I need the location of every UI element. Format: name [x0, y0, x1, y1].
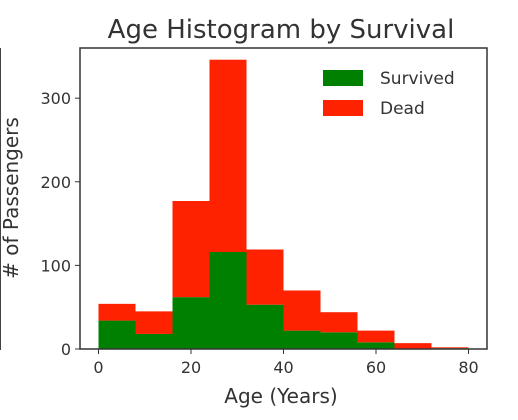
bar-dead-3	[209, 59, 247, 253]
bar-dead-4	[246, 249, 284, 305]
y-tick-label: 200	[40, 173, 71, 192]
bar-dead-2	[172, 201, 210, 298]
bar-survived-2	[172, 297, 210, 349]
bar-dead-7	[357, 330, 395, 343]
bar-dead-0	[98, 303, 136, 321]
bar-survived-1	[135, 333, 173, 349]
legend-swatch-dead	[323, 100, 363, 116]
chart-title: Age Histogram by Survival	[108, 15, 455, 45]
y-tick-label: 300	[40, 89, 71, 108]
bar-dead-5	[283, 290, 321, 331]
bar-dead-6	[320, 312, 358, 333]
bar-survived-6	[320, 332, 358, 349]
y-tick-label: 100	[40, 256, 71, 275]
legend-label-dead: Dead	[380, 99, 425, 119]
x-tick-label: 40	[273, 358, 293, 377]
x-axis-label: Age (Years)	[224, 384, 337, 408]
bar-survived-7	[357, 342, 395, 349]
left-edge-rule	[0, 48, 1, 350]
legend: Survived Dead	[323, 69, 455, 119]
legend-label-survived: Survived	[380, 69, 455, 89]
x-axis-ticks: 0 20 40 60 80	[93, 349, 479, 377]
legend-swatch-survived	[323, 70, 363, 86]
bar-dead-9	[431, 347, 469, 349]
x-tick-label: 60	[366, 358, 386, 377]
x-tick-label: 80	[458, 358, 478, 377]
x-tick-label: 20	[181, 358, 201, 377]
bar-survived-3	[209, 252, 247, 349]
bar-survived-5	[283, 330, 321, 349]
bar-dead-8	[394, 343, 432, 349]
y-tick-label: 0	[61, 340, 71, 359]
x-tick-label: 0	[93, 358, 103, 377]
y-axis-label: # of Passengers	[0, 117, 23, 279]
bar-survived-4	[246, 304, 284, 349]
bars-group	[98, 59, 469, 349]
y-axis-ticks: 0 100 200 300	[40, 89, 80, 359]
bar-dead-1	[135, 311, 173, 334]
bar-survived-0	[98, 320, 136, 349]
